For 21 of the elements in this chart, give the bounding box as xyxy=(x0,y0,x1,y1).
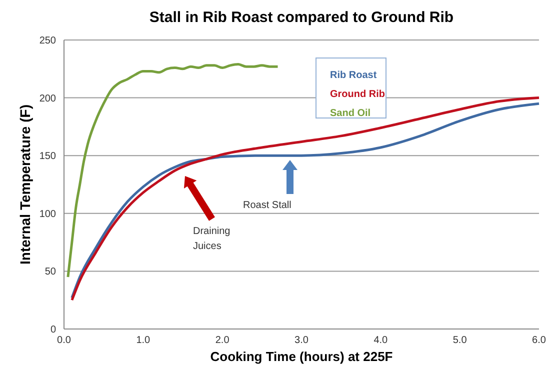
text: Sand Oil xyxy=(330,108,371,119)
y-tick-label: 0 xyxy=(50,324,56,336)
text: Rib Roast xyxy=(330,70,378,81)
x-tick-label: 3.0 xyxy=(294,335,309,346)
annotation: Draining Juices xyxy=(193,226,230,252)
y-axis-title: Internal Temperature (F) xyxy=(17,104,33,264)
x-tick-label: 0.0 xyxy=(57,335,72,346)
x-tick-label: 4.0 xyxy=(374,335,388,346)
chart-title: Stall in Rib Roast compared to Ground Rib xyxy=(149,9,454,26)
x-tick-label: 5.0 xyxy=(452,335,468,346)
x-tick-label: 1.0 xyxy=(136,335,151,346)
annotation: Roast Stall xyxy=(243,200,292,211)
y-tick-label: 100 xyxy=(39,208,56,220)
y-tick-label: 250 xyxy=(39,36,56,46)
y-tick-label: 200 xyxy=(39,93,56,104)
x-tick-label: 6.0 xyxy=(532,335,546,346)
x-tick-label: 2.0 xyxy=(215,335,230,346)
x-axis-title: Cooking Time (hours) at 225F xyxy=(210,349,393,364)
text: Ground Rib xyxy=(330,89,385,100)
y-tick-label: 50 xyxy=(44,266,56,278)
y-tick-label: 150 xyxy=(39,151,56,162)
